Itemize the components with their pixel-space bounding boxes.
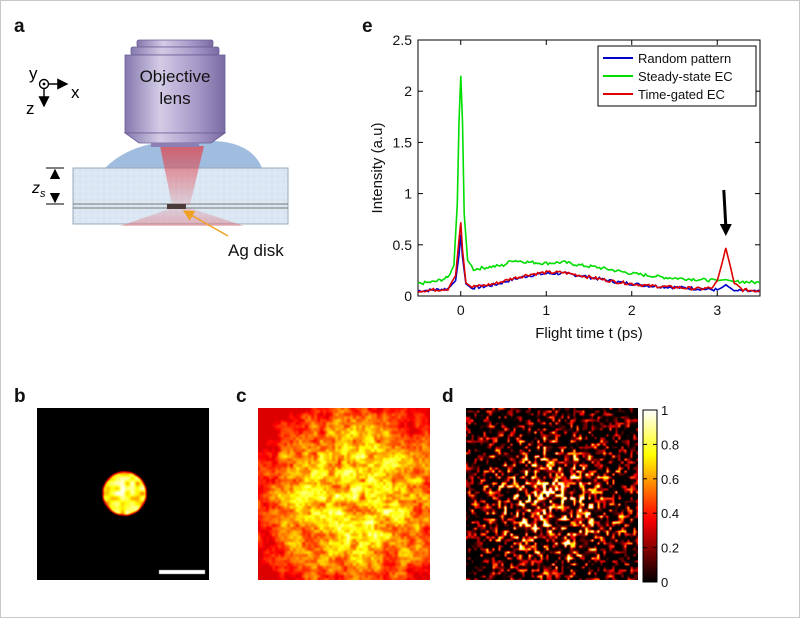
objective-label-line1: Objective bbox=[140, 67, 211, 86]
panel-label-d: d bbox=[442, 386, 454, 407]
colorbar-tick-label: 0.4 bbox=[661, 506, 679, 521]
y-tick-label: 0.5 bbox=[393, 237, 413, 253]
legend-entry: Time-gated EC bbox=[638, 87, 725, 102]
panel-label-e: e bbox=[362, 16, 373, 37]
colorbar-tick-label: 0.2 bbox=[661, 541, 679, 556]
x-tick-label: 3 bbox=[713, 302, 721, 318]
ag-disk bbox=[167, 204, 186, 209]
peak-arrow-head bbox=[719, 224, 732, 236]
image-panel-c-speckle bbox=[258, 408, 430, 580]
legend-entry: Random pattern bbox=[638, 51, 731, 66]
series-line-2 bbox=[417, 222, 761, 294]
x-tick-label: 0 bbox=[457, 302, 465, 318]
y-tick-label: 0 bbox=[404, 288, 412, 304]
coordinate-axes: y x z bbox=[26, 64, 80, 118]
zs-label: zs bbox=[31, 180, 46, 200]
image-panel-d-speckle bbox=[466, 408, 638, 580]
legend-entry: Steady-state EC bbox=[638, 69, 733, 84]
colorbar-tick-label: 0 bbox=[661, 575, 668, 590]
zs-dimension: zs bbox=[31, 167, 64, 205]
intensity-chart: 0 1 2 3 0 0.5 1 1.5 2 2.5 Flight time t (ps) Intens… bbox=[369, 32, 761, 342]
axis-z-label: z bbox=[26, 99, 35, 118]
image-panel-b-ag-disk bbox=[37, 408, 209, 580]
colorbar-gradient bbox=[642, 409, 658, 583]
y-tick-label: 1.5 bbox=[393, 134, 413, 150]
axis-x-label: x bbox=[71, 83, 80, 102]
ag-disk-label: Ag disk bbox=[228, 241, 284, 260]
x-axis-label: Flight time t (ps) bbox=[535, 325, 643, 342]
x-tick-label: 2 bbox=[628, 302, 636, 318]
diffused-beam bbox=[120, 208, 244, 226]
schematic-diagram: y x z Objective lens zs Ag disk bbox=[26, 39, 289, 260]
series-line-1 bbox=[417, 75, 761, 286]
y-axis-label: Intensity (a.u) bbox=[369, 123, 386, 214]
peak-arrow-shaft bbox=[722, 189, 728, 227]
colorbar-tick-label: 0.6 bbox=[661, 472, 679, 487]
panel-label-a: a bbox=[14, 16, 25, 37]
objective-label-line2: lens bbox=[159, 89, 190, 108]
panel-label-c: c bbox=[236, 386, 247, 407]
colorbar: 1 0.8 0.6 0.4 0.2 0 bbox=[642, 403, 679, 590]
panel-label-b: b bbox=[14, 386, 26, 407]
focused-beam bbox=[160, 146, 204, 205]
objective-lens: Objective lens bbox=[123, 39, 227, 147]
y-tick-label: 2 bbox=[404, 83, 412, 99]
y-tick-label: 2.5 bbox=[393, 32, 413, 48]
axis-y-label: y bbox=[29, 64, 38, 83]
x-tick-label: 1 bbox=[542, 302, 550, 318]
colorbar-tick-label: 1 bbox=[661, 403, 668, 418]
y-tick-label: 1 bbox=[404, 186, 412, 202]
ag-disk-pointer-arrow bbox=[182, 210, 229, 237]
colorbar-tick-label: 0.8 bbox=[661, 437, 679, 452]
